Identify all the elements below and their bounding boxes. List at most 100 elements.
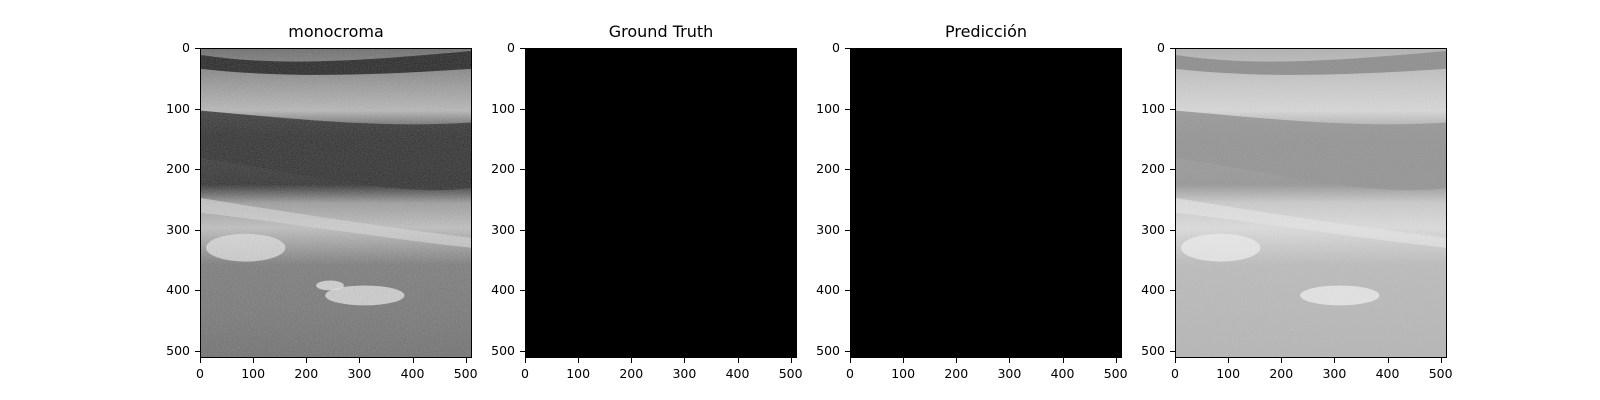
y-tick-label: 0 [182, 40, 190, 55]
overlay-image [1175, 48, 1447, 358]
x-tick-label: 200 [619, 366, 644, 381]
x-tick-label: 0 [1171, 366, 1179, 381]
x-tick-label: 500 [778, 366, 803, 381]
x-tick [412, 358, 414, 363]
x-tick-label: 500 [1428, 366, 1453, 381]
x-tick [1440, 358, 1442, 363]
x-tick [578, 358, 580, 363]
x-tick-label: 200 [294, 366, 319, 381]
x-tick-label: 0 [196, 366, 204, 381]
y-tick [195, 108, 200, 110]
y-tick-label: 200 [491, 161, 515, 177]
x-tick-label: 300 [1322, 366, 1347, 381]
y-tick-label: 400 [166, 282, 190, 298]
panel-title: Ground Truth [608, 22, 714, 41]
y-tick-label: 400 [816, 282, 840, 298]
y-tick [1170, 350, 1175, 352]
y-tick [1170, 169, 1175, 171]
y-tick-label: 100 [166, 100, 190, 116]
y-tick [845, 169, 850, 171]
x-tick [1115, 358, 1117, 363]
y-tick [520, 48, 525, 49]
y-tick-label: 100 [491, 100, 515, 116]
y-tick [845, 48, 850, 49]
panel-ground-truth: Ground Truth [525, 22, 797, 358]
x-tick [1281, 358, 1283, 363]
x-tick-label: 100 [891, 366, 916, 381]
x-tick-label: 500 [1103, 366, 1128, 381]
ground-truth-mask [525, 48, 797, 358]
y-tick [1170, 108, 1175, 110]
y-tick-label: 500 [491, 342, 515, 358]
y-tick [1170, 229, 1175, 231]
ultrasound-image [200, 48, 472, 358]
y-tick-label: 500 [166, 342, 190, 358]
y-tick-label: 100 [816, 100, 840, 116]
x-tick-label: 100 [241, 366, 266, 381]
x-tick [1228, 358, 1230, 363]
x-tick [359, 358, 361, 363]
y-tick-label: 0 [832, 40, 840, 55]
y-tick [520, 290, 525, 292]
x-tick [253, 358, 255, 363]
y-tick [195, 229, 200, 231]
y-tick [195, 290, 200, 292]
x-tick [1334, 358, 1336, 363]
y-tick-label: 100 [1141, 100, 1165, 116]
y-tick [520, 169, 525, 171]
y-tick [845, 108, 850, 110]
y-tick-label: 300 [816, 221, 840, 237]
x-tick-label: 400 [725, 366, 750, 381]
y-tick-label: 200 [1141, 161, 1165, 177]
y-tick [195, 350, 200, 352]
y-tick [1170, 48, 1175, 49]
y-tick [845, 290, 850, 292]
x-tick-label: 300 [347, 366, 372, 381]
y-tick [1170, 290, 1175, 292]
x-tick [631, 358, 633, 363]
y-tick [520, 229, 525, 231]
panel-prediccion: Predicción [850, 22, 1122, 358]
x-tick-label: 100 [566, 366, 591, 381]
y-tick-label: 200 [816, 161, 840, 177]
y-tick-label: 400 [491, 282, 515, 298]
x-tick-label: 100 [1216, 366, 1241, 381]
x-tick [850, 358, 851, 363]
y-tick-label: 0 [507, 40, 515, 55]
x-tick [306, 358, 308, 363]
y-tick [520, 108, 525, 110]
x-tick [956, 358, 958, 363]
y-tick-label: 300 [166, 221, 190, 237]
x-tick [903, 358, 905, 363]
x-tick [737, 358, 739, 363]
panel-monocroma: monocroma [0, 0, 472, 400]
x-tick-label: 300 [997, 366, 1022, 381]
panel-title: Predicción [944, 22, 1027, 41]
y-tick-label: 300 [491, 221, 515, 237]
x-tick-label: 300 [672, 366, 697, 381]
y-tick-label: 500 [1141, 342, 1165, 358]
x-tick [465, 358, 467, 363]
x-tick [1175, 358, 1176, 363]
x-tick [200, 358, 201, 363]
panel-title: monocroma [288, 22, 384, 41]
x-tick-label: 400 [1375, 366, 1400, 381]
x-tick-label: 200 [1269, 366, 1294, 381]
x-tick-label: 0 [846, 366, 854, 381]
y-tick [845, 350, 850, 352]
y-tick-label: 300 [1141, 221, 1165, 237]
x-tick [1009, 358, 1011, 363]
y-tick [520, 350, 525, 352]
x-tick-label: 0 [521, 366, 529, 381]
x-tick-label: 400 [400, 366, 425, 381]
x-tick-label: 200 [944, 366, 969, 381]
x-tick [1062, 358, 1064, 363]
x-tick [790, 358, 792, 363]
x-tick [1387, 358, 1389, 363]
y-tick-label: 200 [166, 161, 190, 177]
y-tick-label: 0 [1157, 40, 1165, 55]
x-tick-label: 400 [1050, 366, 1075, 381]
y-tick [195, 48, 200, 49]
y-tick [845, 229, 850, 231]
